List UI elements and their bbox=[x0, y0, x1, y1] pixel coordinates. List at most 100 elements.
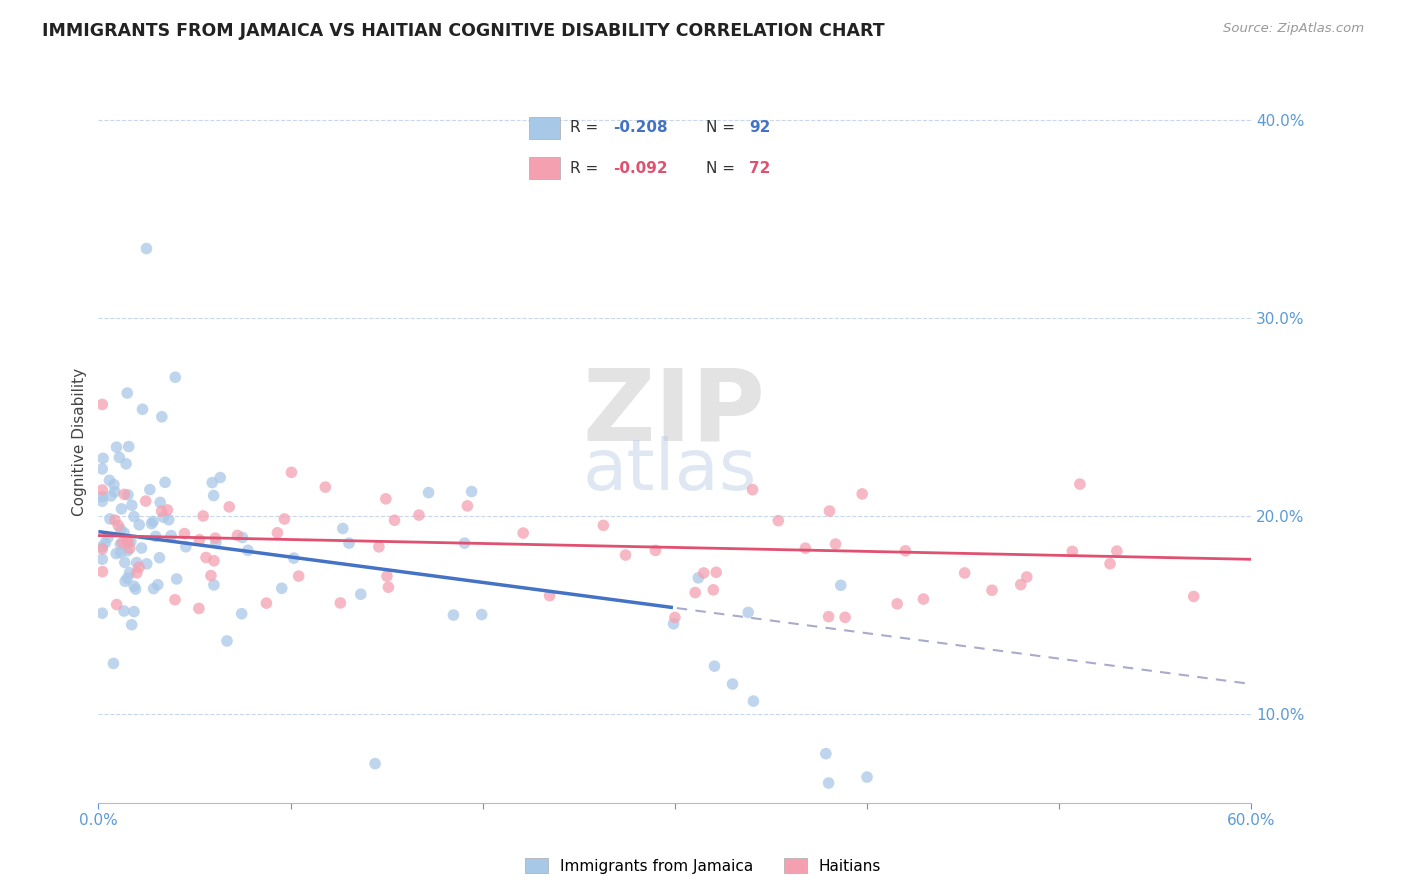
Point bbox=[204, 531, 226, 545]
Point bbox=[117, 571, 139, 585]
Point bbox=[188, 533, 211, 547]
Point bbox=[200, 568, 222, 582]
Point bbox=[683, 585, 706, 599]
Point bbox=[174, 540, 197, 554]
Point bbox=[981, 583, 1004, 598]
Point bbox=[721, 677, 744, 691]
Point bbox=[703, 659, 725, 673]
Point bbox=[377, 580, 399, 594]
Point bbox=[117, 488, 139, 502]
Point bbox=[141, 516, 163, 531]
Point bbox=[112, 487, 135, 501]
Point bbox=[283, 551, 305, 566]
Point bbox=[662, 616, 685, 631]
Point bbox=[456, 499, 478, 513]
Point bbox=[145, 529, 167, 543]
Point bbox=[202, 578, 225, 592]
Point bbox=[160, 529, 183, 543]
Point bbox=[150, 409, 173, 424]
Point bbox=[231, 607, 253, 621]
Point bbox=[149, 495, 172, 509]
Point bbox=[117, 386, 139, 401]
Point bbox=[122, 579, 145, 593]
Point bbox=[1062, 544, 1084, 558]
Point bbox=[953, 566, 976, 580]
Text: 72: 72 bbox=[749, 161, 770, 176]
Point bbox=[817, 776, 839, 790]
Point bbox=[688, 571, 710, 585]
Point bbox=[215, 634, 238, 648]
Point bbox=[332, 521, 354, 535]
Point bbox=[110, 545, 132, 559]
Point bbox=[153, 475, 176, 490]
Point bbox=[111, 535, 134, 549]
Point bbox=[817, 609, 839, 624]
Point bbox=[104, 513, 127, 527]
Point bbox=[114, 574, 136, 589]
Point bbox=[118, 541, 141, 556]
Point bbox=[418, 485, 440, 500]
Point bbox=[408, 508, 430, 522]
Point bbox=[443, 608, 465, 623]
Point bbox=[702, 582, 724, 597]
Text: -0.208: -0.208 bbox=[613, 120, 668, 136]
Point bbox=[122, 509, 145, 524]
Point bbox=[105, 440, 128, 454]
Point bbox=[103, 477, 125, 491]
Point bbox=[103, 657, 125, 671]
Point bbox=[121, 498, 143, 512]
Point bbox=[741, 483, 763, 497]
Point bbox=[231, 531, 253, 545]
Point bbox=[266, 525, 288, 540]
Point bbox=[94, 536, 117, 550]
Point bbox=[1105, 544, 1128, 558]
Point bbox=[367, 540, 389, 554]
Bar bbox=[530, 117, 561, 139]
Point bbox=[91, 397, 114, 411]
Point bbox=[1182, 590, 1205, 604]
Point bbox=[851, 487, 873, 501]
Point bbox=[226, 528, 249, 542]
Point bbox=[156, 503, 179, 517]
Point bbox=[664, 610, 686, 624]
Point bbox=[195, 550, 218, 565]
Point bbox=[117, 544, 139, 558]
Point bbox=[110, 537, 132, 551]
Point bbox=[121, 617, 143, 632]
Point bbox=[142, 582, 165, 596]
Point bbox=[187, 601, 209, 615]
Point bbox=[737, 606, 759, 620]
Point bbox=[273, 512, 295, 526]
Point bbox=[120, 534, 142, 549]
Point bbox=[142, 515, 165, 529]
Point bbox=[814, 747, 837, 761]
Point bbox=[856, 770, 879, 784]
Point bbox=[128, 560, 150, 574]
Point bbox=[830, 578, 852, 592]
Text: -0.092: -0.092 bbox=[613, 161, 668, 176]
Point bbox=[834, 610, 856, 624]
Point bbox=[218, 500, 240, 514]
Point bbox=[201, 475, 224, 490]
Point bbox=[742, 694, 765, 708]
Point bbox=[100, 489, 122, 503]
Text: R =: R = bbox=[569, 161, 603, 176]
Point bbox=[91, 606, 114, 620]
Point bbox=[110, 523, 132, 537]
Point bbox=[91, 490, 114, 504]
Point bbox=[98, 512, 121, 526]
Point bbox=[139, 483, 162, 497]
Point bbox=[471, 607, 494, 622]
Text: 92: 92 bbox=[749, 120, 770, 136]
Point bbox=[118, 440, 141, 454]
Point bbox=[135, 557, 157, 571]
Point bbox=[280, 466, 302, 480]
Point bbox=[314, 480, 336, 494]
Point bbox=[512, 526, 534, 541]
Point bbox=[114, 556, 136, 570]
Point bbox=[1098, 557, 1121, 571]
Point bbox=[337, 536, 360, 550]
Point bbox=[148, 550, 170, 565]
Point bbox=[453, 536, 475, 550]
Point bbox=[364, 756, 387, 771]
